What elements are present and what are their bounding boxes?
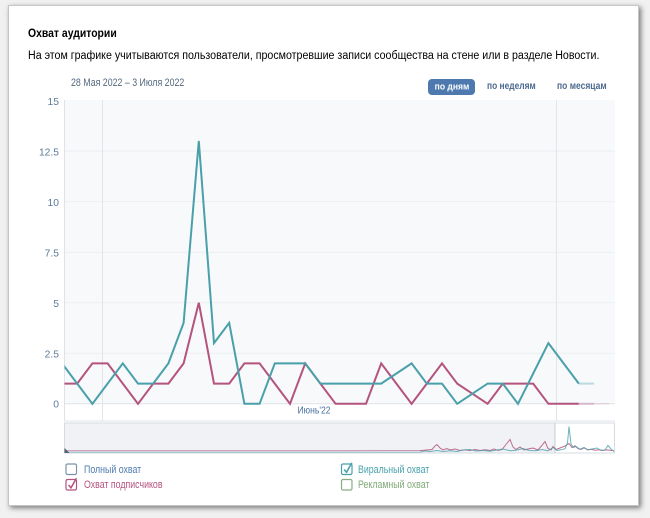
svg-text:Июнь'22: Июнь'22 (298, 406, 331, 417)
svg-text:12.5: 12.5 (39, 147, 59, 158)
svg-text:0: 0 (53, 400, 59, 411)
svg-text:2.5: 2.5 (45, 350, 60, 361)
svg-text:15: 15 (48, 97, 60, 108)
svg-text:5: 5 (53, 299, 59, 310)
svg-text:10: 10 (48, 198, 60, 209)
svg-text:7.5: 7.5 (45, 249, 60, 260)
